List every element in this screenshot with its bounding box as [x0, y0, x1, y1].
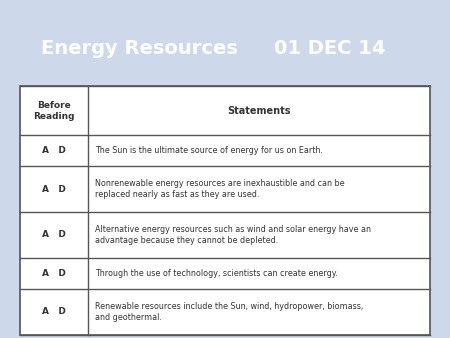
Text: Starter: Starter — [24, 88, 97, 105]
Text: A   D: A D — [42, 307, 66, 316]
Text: Through the use of technology, scientists can create energy.: Through the use of technology, scientist… — [95, 269, 338, 278]
Text: A   D: A D — [42, 146, 66, 155]
Text: 01 DEC 14: 01 DEC 14 — [274, 39, 386, 58]
Text: A   D: A D — [42, 230, 66, 239]
Text: Energy Resources: Energy Resources — [41, 39, 238, 58]
Text: Statements: Statements — [227, 105, 291, 116]
Text: Alternative energy resources such as wind and solar energy have an
advantage bec: Alternative energy resources such as win… — [95, 224, 371, 245]
Text: The Sun is the ultimate source of energy for us on Earth.: The Sun is the ultimate source of energy… — [95, 146, 323, 155]
Text: Nonrenewable energy resources are inexhaustible and can be
replaced nearly as fa: Nonrenewable energy resources are inexha… — [95, 179, 345, 199]
Text: A   D: A D — [42, 269, 66, 278]
Text: A   D: A D — [42, 185, 66, 194]
Text: Before
Reading: Before Reading — [33, 100, 75, 121]
Text: Renewable resources include the Sun, wind, hydropower, biomass,
and geothermal.: Renewable resources include the Sun, win… — [95, 301, 364, 322]
